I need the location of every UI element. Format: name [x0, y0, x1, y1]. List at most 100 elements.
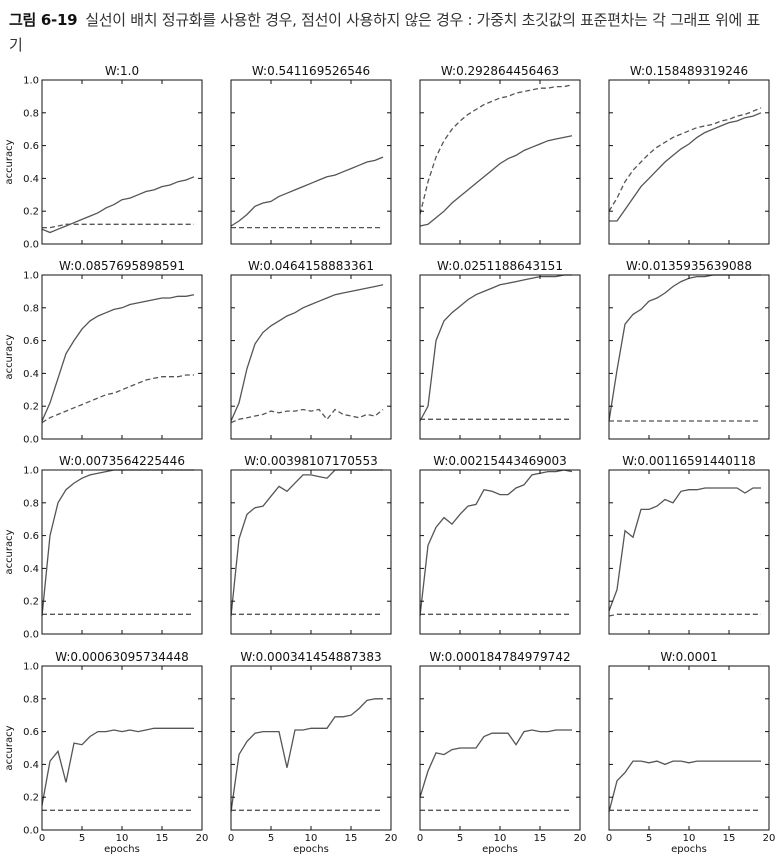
chart-title: W:0.00063095734448	[55, 650, 189, 664]
y-tick-label: 1.0	[23, 76, 39, 87]
chart-panel-16: W:0.0001 0 5 10 15 20 epochs	[606, 650, 776, 855]
solid-series-line	[608, 760, 761, 813]
chart-panel-2: W:0.541169526546	[230, 64, 392, 245]
chart-title: W:0.000341454887383	[240, 650, 381, 664]
y-tick-label: 0.8	[23, 694, 39, 705]
chart-panel-5: W:0.0857695898591 0.0 0.2 0.4 0.6 0.8 1.0 accur…	[4, 259, 203, 446]
x-tick-label: 5	[646, 833, 652, 844]
solid-series-line	[230, 469, 383, 617]
dashed-series-line	[230, 408, 384, 424]
chart-panel-4: W:0.158489319246	[608, 64, 770, 245]
x-tick-label: 0	[417, 833, 423, 844]
y-axis-label: accuracy	[4, 529, 15, 574]
chart-panel-14: W:0.000341454887383 0 5 10 15 20 epochs	[228, 650, 398, 855]
chart-title: W:0.0135935639088	[626, 259, 752, 273]
y-tick-label: 0.0	[23, 240, 39, 251]
x-tick-label: 20	[763, 833, 776, 844]
solid-series-line	[230, 698, 383, 813]
plot-frame	[608, 274, 770, 440]
x-tick-label: 0	[39, 833, 45, 844]
y-tick-label: 0.2	[23, 402, 39, 413]
plot-frame	[419, 79, 581, 245]
y-tick-label: 0.0	[23, 435, 39, 446]
caption-text: 실선이 배치 정규화를 사용한 경우, 점선이 사용하지 않은 경우 : 가중치…	[9, 11, 760, 54]
solid-series-line	[41, 727, 194, 806]
chart-panel-9: W:0.0073564225446 0.0 0.2 0.4 0.6 0.8 1.0 accur…	[4, 454, 203, 641]
solid-series-line	[230, 156, 384, 227]
chart-title: W:0.0073564225446	[59, 454, 185, 468]
chart-title: W:0.0857695898591	[59, 259, 185, 273]
plot-frame	[608, 79, 770, 245]
y-axis-label: accuracy	[4, 139, 15, 184]
chart-title: W:0.0001	[660, 650, 717, 664]
x-tick-label: 20	[574, 833, 587, 844]
solid-series-line	[41, 469, 194, 617]
y-tick-label: 0.2	[23, 597, 39, 608]
y-tick-label: 1.0	[23, 466, 39, 477]
chart-title: W:0.0464158883361	[248, 259, 374, 273]
chart-panel-6: W:0.0464158883361	[230, 259, 392, 440]
y-tick-label: 0.2	[23, 207, 39, 218]
plot-frame	[41, 469, 203, 635]
chart-title: W:0.292864456463	[441, 64, 559, 78]
solid-series-line	[609, 112, 762, 222]
dashed-series-line	[608, 107, 762, 212]
chart-title: W:0.00398107170553	[244, 454, 378, 468]
x-tick-label: 5	[79, 833, 85, 844]
chart-title: W:0.00215443469003	[433, 454, 567, 468]
chart-panel-7: W:0.0251188643151	[419, 259, 581, 440]
plot-frame	[419, 274, 581, 440]
chart-panel-1: W:1.0 0.0 0.2 0.4 0.6 0.8 1.0 accuracy	[4, 64, 203, 251]
chart-panel-11: W:0.00215443469003	[419, 454, 581, 635]
x-tick-label: 10	[683, 833, 696, 844]
solid-series-line	[419, 274, 572, 422]
plot-frame	[41, 79, 203, 245]
chart-panel-10: W:0.00398107170553	[230, 454, 392, 635]
plot-frame	[230, 274, 392, 440]
x-axis-label: epochs	[482, 844, 518, 855]
chart-panel-13: W:0.00063095734448 0.0 0.2 0.4 0.6 0.8 1.0 accu…	[4, 650, 208, 855]
y-axis-label: accuracy	[4, 334, 15, 379]
x-axis-label: epochs	[104, 844, 140, 855]
y-tick-label: 0.0	[23, 826, 39, 837]
x-tick-label: 10	[494, 833, 507, 844]
x-tick-label: 15	[345, 833, 358, 844]
chart-panel-15: W:0.000184784979742 0 5 10 15 20 epochs	[417, 650, 587, 855]
solid-series-line	[41, 294, 195, 422]
chart-title: W:0.0251188643151	[437, 259, 563, 273]
solid-series-line	[230, 284, 384, 422]
y-tick-label: 0.6	[23, 336, 39, 347]
chart-panel-12: W:0.00116591440118	[608, 454, 770, 635]
chart-title: W:0.541169526546	[252, 64, 370, 78]
dashed-series-line	[41, 374, 194, 424]
y-tick-label: 0.6	[23, 141, 39, 152]
chart-title: W:1.0	[105, 64, 139, 78]
plot-frame	[230, 665, 392, 831]
y-tick-label: 1.0	[23, 662, 39, 673]
dashed-series-line	[608, 613, 761, 617]
solid-series-line	[608, 274, 761, 422]
plot-frame	[41, 665, 203, 831]
y-tick-label: 0.8	[23, 498, 39, 509]
x-tick-label: 20	[196, 833, 209, 844]
solid-series-line	[41, 176, 195, 234]
plot-frame	[41, 274, 203, 440]
solid-series-line	[419, 135, 573, 227]
solid-series-line	[419, 469, 573, 617]
x-tick-label: 0	[606, 833, 612, 844]
x-axis-label: epochs	[671, 844, 707, 855]
plot-frame	[230, 469, 392, 635]
y-tick-label: 0.8	[23, 303, 39, 314]
x-axis-label: epochs	[293, 844, 329, 855]
y-tick-label: 0.4	[23, 564, 39, 575]
x-tick-label: 10	[116, 833, 129, 844]
y-tick-label: 0.0	[23, 630, 39, 641]
y-tick-label: 0.8	[23, 108, 39, 119]
x-tick-label: 0	[228, 833, 234, 844]
plot-frame	[608, 665, 770, 831]
plot-frame	[608, 469, 770, 635]
figure-number: 그림 6-19	[9, 11, 78, 29]
y-tick-label: 0.4	[23, 760, 39, 771]
dashed-series-line	[42, 223, 194, 229]
